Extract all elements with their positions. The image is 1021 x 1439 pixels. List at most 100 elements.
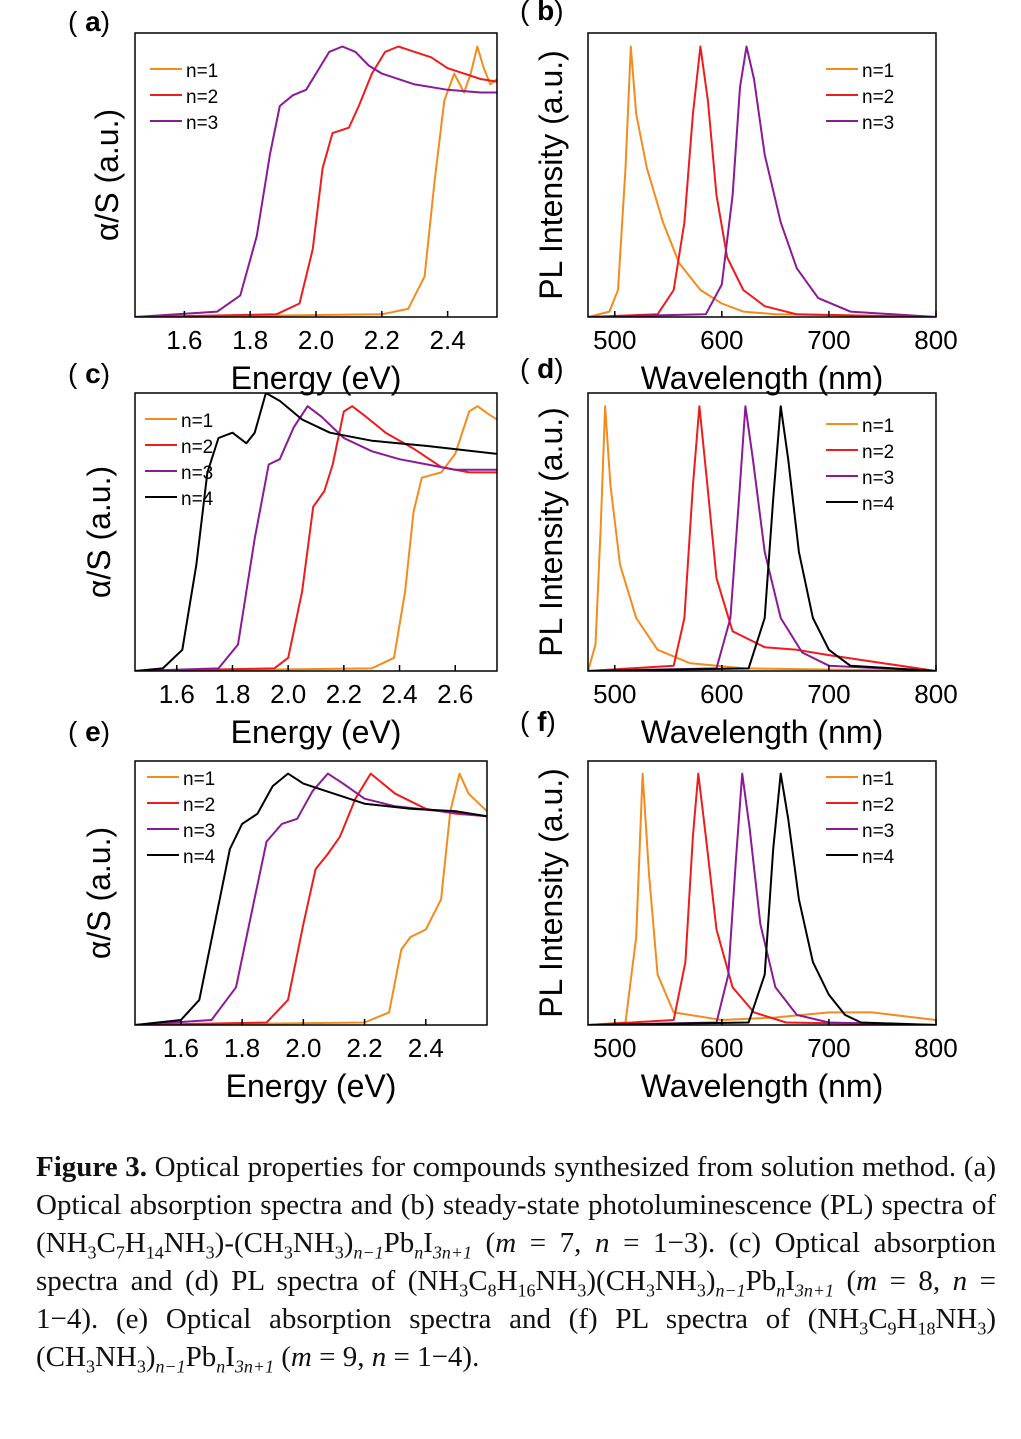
legend-label: n=4 <box>862 847 895 868</box>
legend-label: n=2 <box>862 87 894 108</box>
series-line-n-2 <box>135 405 497 671</box>
series-line-n-3 <box>135 772 487 1025</box>
y-axis-label: α/S (a.u.) <box>81 466 117 598</box>
panel-label: ( e) <box>68 716 110 747</box>
x-axis-label: Wavelength (nm) <box>641 714 883 750</box>
y-axis-label: α/S (a.u.) <box>89 109 125 241</box>
panel-a: 1.6 1.8 2.0 2.2 2.4 Energy (eV) α/S (a.u.) ( a)… <box>68 6 498 396</box>
x-axis-label: Energy (eV) <box>231 714 402 750</box>
x-tick-label: 1.8 <box>232 325 268 355</box>
legend-label: n=4 <box>862 494 895 515</box>
x-tick-label: 1.8 <box>224 1033 260 1063</box>
x-tick-label: 700 <box>807 325 850 355</box>
series-line-n-2 <box>588 45 936 317</box>
panel-label: ( c) <box>68 358 110 389</box>
series-line-n-1 <box>135 405 497 671</box>
legend-label: n=1 <box>862 769 894 790</box>
x-tick-label: 600 <box>700 679 743 709</box>
legend-label: n=3 <box>862 113 894 134</box>
legend-label: n=3 <box>186 113 218 134</box>
series-line-n-1 <box>588 45 936 317</box>
x-tick-label: 2.0 <box>298 325 334 355</box>
x-tick-label: 2.4 <box>381 679 417 709</box>
x-tick-label: 800 <box>914 1033 957 1063</box>
legend-label: n=1 <box>862 416 894 437</box>
y-axis-label: α/S (a.u.) <box>81 827 117 959</box>
panel-label: ( b) <box>520 0 564 26</box>
series-line-n-3 <box>135 405 497 671</box>
series-line-n-2 <box>588 405 936 671</box>
x-tick-label: 700 <box>807 1033 850 1063</box>
panel-label: ( d) <box>520 353 564 384</box>
x-tick-label: 2.0 <box>270 679 306 709</box>
x-tick-label: 2.4 <box>408 1033 444 1063</box>
x-axis-label: Wavelength (nm) <box>641 360 883 396</box>
legend-label: n=2 <box>186 87 218 108</box>
series-line-n-3 <box>135 45 497 317</box>
series-line-n-4 <box>135 772 487 1025</box>
series-line-n-4 <box>588 405 936 671</box>
series-line-n-3 <box>588 405 936 671</box>
x-axis-label: Wavelength (nm) <box>641 1068 883 1104</box>
legend-label: n=4 <box>181 489 214 510</box>
x-tick-label: 700 <box>807 679 850 709</box>
series-line-n-2 <box>588 772 936 1025</box>
series-line-n-3 <box>588 45 936 317</box>
x-tick-label: 800 <box>914 325 957 355</box>
legend-label: n=3 <box>862 468 894 489</box>
x-tick-label: 2.6 <box>437 679 473 709</box>
y-axis-label: PL Intensity (a.u.) <box>533 407 569 657</box>
x-axis-label: Energy (eV) <box>231 360 402 396</box>
series-line-n-4 <box>588 772 936 1025</box>
legend-label: n=3 <box>183 821 215 842</box>
legend-label: n=2 <box>181 437 213 458</box>
series-line-n-3 <box>588 772 936 1025</box>
x-tick-label: 2.4 <box>430 325 466 355</box>
x-tick-label: 500 <box>593 1033 636 1063</box>
caption-text: Optical properties for compounds synthes… <box>36 1151 997 1377</box>
x-axis-label: Energy (eV) <box>226 1068 397 1104</box>
panel-d: 500 600 700 800 Wavelength (nm) PL Intensity … <box>520 353 958 750</box>
x-tick-label: 800 <box>914 679 957 709</box>
series-line-n-2 <box>135 45 497 317</box>
figure-caption: Figure 3. Optical properties for compoun… <box>36 1148 996 1376</box>
x-tick-label: 2.2 <box>364 325 400 355</box>
x-tick-label: 2.2 <box>326 679 362 709</box>
series-line-n-1 <box>588 405 936 671</box>
series-line-n-1 <box>588 772 936 1025</box>
legend-label: n=2 <box>862 795 894 816</box>
x-tick-label: 2.0 <box>285 1033 321 1063</box>
y-axis-label: PL Intensity (a.u.) <box>533 768 569 1018</box>
legend-label: n=1 <box>186 61 218 82</box>
plot-frame <box>587 392 937 672</box>
x-tick-label: 500 <box>593 325 636 355</box>
legend-label: n=4 <box>183 847 216 868</box>
legend-label: n=3 <box>862 821 894 842</box>
x-tick-label: 600 <box>700 325 743 355</box>
panel-b: 500 600 700 800 Wavelength (nm) PL Intensity … <box>520 0 958 396</box>
legend-label: n=3 <box>181 463 213 484</box>
x-tick-label: 2.2 <box>346 1033 382 1063</box>
series-line-n-1 <box>135 45 497 317</box>
caption-label: Figure 3. <box>36 1151 147 1183</box>
x-tick-label: 1.6 <box>166 325 202 355</box>
plot-frame <box>134 760 488 1026</box>
legend-label: n=2 <box>862 442 894 463</box>
series-line-n-1 <box>135 772 487 1025</box>
y-axis-label: PL Intensity (a.u.) <box>533 50 569 300</box>
legend-label: n=1 <box>862 61 894 82</box>
figure-3: 1.6 1.8 2.0 2.2 2.4 Energy (eV) α/S (a.u.) ( a)… <box>68 0 958 1104</box>
panel-c: 1.6 1.8 2.0 2.2 2.4 2.6 Energy (eV) α/S (a.u.) (… <box>68 358 498 750</box>
plot-frame <box>134 392 498 672</box>
plot-frame <box>587 760 937 1026</box>
x-tick-label: 1.6 <box>159 679 195 709</box>
panel-f: 500 600 700 800 Wavelength (nm) PL Intensity … <box>520 706 958 1104</box>
x-tick-label: 1.6 <box>163 1033 199 1063</box>
legend-label: n=2 <box>183 795 215 816</box>
panel-label: ( f) <box>520 706 556 737</box>
plot-frame <box>587 32 937 318</box>
x-tick-label: 600 <box>700 1033 743 1063</box>
panel-e: 1.6 1.8 2.0 2.2 2.4 Energy (eV) α/S (a.u.) ( e)… <box>68 716 488 1104</box>
legend-label: n=1 <box>183 769 215 790</box>
x-tick-label: 500 <box>593 679 636 709</box>
